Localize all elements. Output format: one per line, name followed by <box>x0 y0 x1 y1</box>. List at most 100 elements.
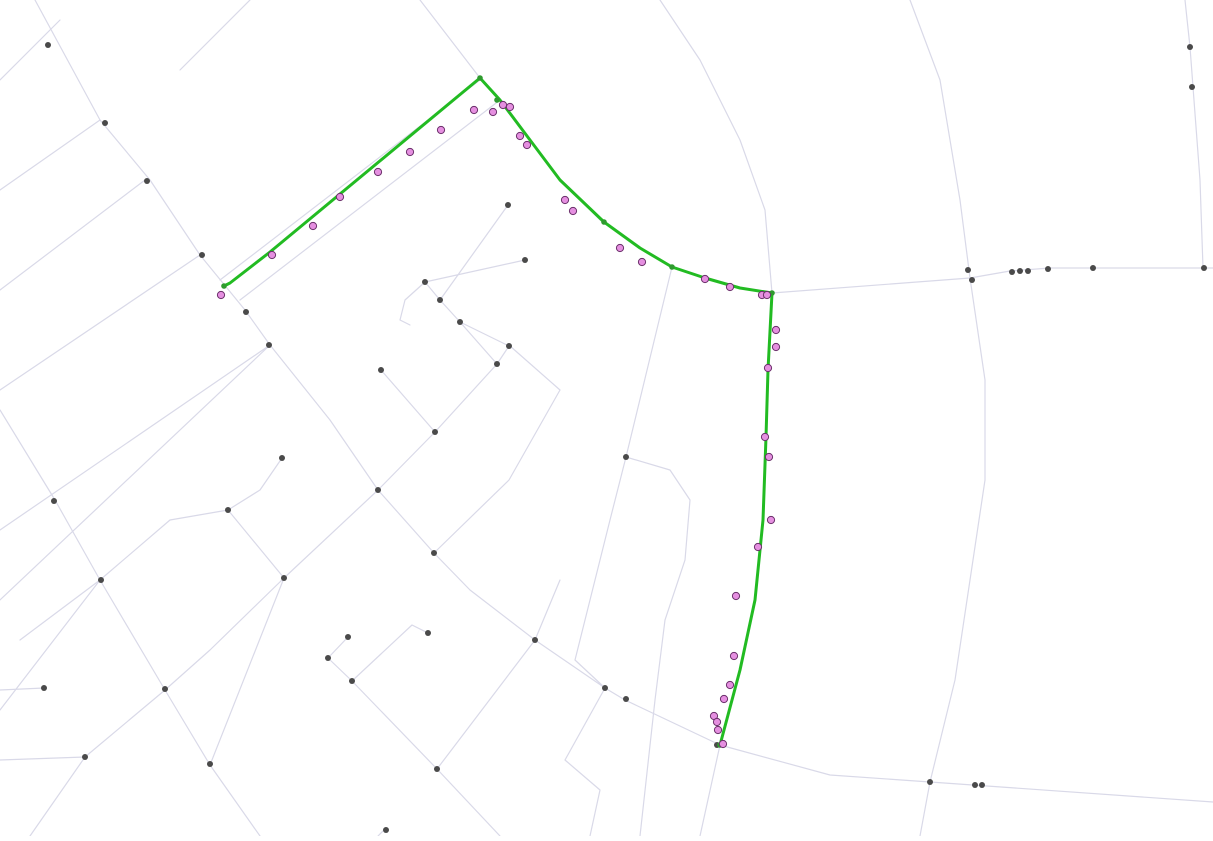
network-node <box>927 779 933 785</box>
gps-point <box>615 243 625 253</box>
gps-point <box>436 125 446 135</box>
network-node <box>162 686 168 692</box>
network-node <box>972 782 978 788</box>
network-node <box>431 550 437 556</box>
network-node <box>965 267 971 273</box>
network-node <box>345 634 351 640</box>
gps-point <box>560 195 570 205</box>
gps-point <box>729 651 739 661</box>
network-node <box>51 498 57 504</box>
network-node <box>383 827 389 833</box>
network-node <box>602 685 608 691</box>
network-node <box>522 257 528 263</box>
gps-point <box>712 717 722 727</box>
gps-point <box>568 206 578 216</box>
network-node <box>623 696 629 702</box>
gps-point <box>719 694 729 704</box>
network-node <box>98 577 104 583</box>
network-node <box>1045 266 1051 272</box>
road-segment <box>424 259 526 283</box>
road-segment <box>19 579 101 641</box>
road-segment <box>424 281 510 347</box>
network-node <box>623 454 629 460</box>
network-node <box>102 120 108 126</box>
gps-point <box>760 432 770 442</box>
network-node <box>279 455 285 461</box>
network-node <box>1090 265 1096 271</box>
network-node <box>378 367 384 373</box>
gps-point <box>637 257 647 267</box>
road-segment <box>380 369 436 433</box>
gps-point <box>515 131 525 141</box>
network-node <box>437 297 443 303</box>
route-line <box>222 76 774 747</box>
network-node <box>494 361 500 367</box>
network-node <box>144 178 150 184</box>
network-node <box>281 575 287 581</box>
gps-point <box>335 192 345 202</box>
gps-point <box>713 725 723 735</box>
network-node <box>82 754 88 760</box>
gps-point <box>216 290 226 300</box>
road-segment <box>0 344 271 531</box>
road-segment <box>0 19 61 81</box>
network-node <box>225 507 231 513</box>
network-node <box>532 637 538 643</box>
gps-point <box>763 363 773 373</box>
road-segment <box>436 768 501 837</box>
road-segment <box>0 254 201 391</box>
route-node <box>477 75 483 81</box>
road-segment <box>34 0 1213 803</box>
network-node <box>432 429 438 435</box>
road-segment <box>0 689 166 761</box>
road-segment <box>239 99 501 301</box>
gps-point <box>725 282 735 292</box>
gps-point <box>731 591 741 601</box>
road-segment <box>0 519 171 711</box>
road-segment <box>459 321 498 365</box>
gps-point <box>488 107 498 117</box>
gps-points <box>216 100 781 749</box>
gps-point <box>764 452 774 462</box>
gps-point <box>725 680 735 690</box>
road-segment <box>179 0 251 71</box>
road-segment <box>625 266 673 458</box>
gps-point <box>267 250 277 260</box>
gps-point <box>522 140 532 150</box>
network-node <box>266 342 272 348</box>
gps-point <box>405 147 415 157</box>
network-node <box>1189 84 1195 90</box>
road-segment <box>574 456 627 689</box>
matched-route <box>221 75 775 748</box>
network-node <box>41 685 47 691</box>
network-node <box>1025 268 1031 274</box>
gps-point <box>766 515 776 525</box>
road-segment <box>327 636 349 659</box>
network-node <box>243 309 249 315</box>
gps-point <box>469 105 479 115</box>
gps-point <box>373 167 383 177</box>
gps-point <box>505 102 515 112</box>
network-node <box>45 42 51 48</box>
road-segment <box>0 344 271 601</box>
route-node <box>669 264 675 270</box>
network-node <box>349 678 355 684</box>
road-segment <box>625 456 691 837</box>
road-segment <box>0 119 101 191</box>
gps-point <box>753 542 763 552</box>
road-segment <box>1184 0 1204 269</box>
gps-point <box>498 100 508 110</box>
network-node <box>425 630 431 636</box>
gps-point <box>308 221 318 231</box>
road-segment <box>433 345 561 554</box>
network-node <box>1201 265 1207 271</box>
network-node <box>434 766 440 772</box>
route-node <box>601 219 607 225</box>
gps-point <box>762 290 772 300</box>
road-segment <box>327 657 438 770</box>
network-node <box>422 279 428 285</box>
network-nodes <box>41 42 1207 833</box>
road-segment <box>29 756 86 837</box>
